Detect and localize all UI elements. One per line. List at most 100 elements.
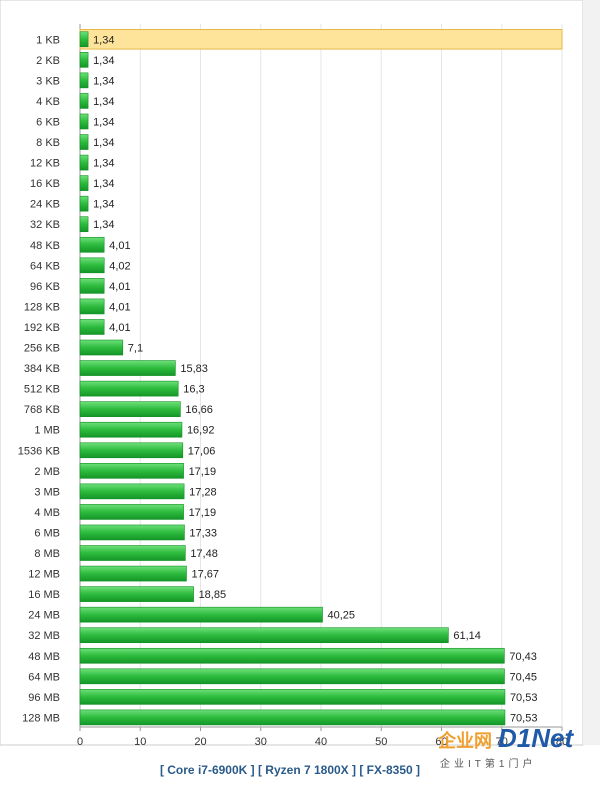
value-labels: 1,34 1,34 1,34 1,34 1,34 1,34 1,34 1,34 1,34 1,34… [93, 34, 537, 724]
category-label: 3 MB [34, 486, 60, 498]
category-label: 4 KB [36, 96, 60, 108]
bar [79, 154, 89, 171]
highlight-band [79, 29, 563, 50]
value-label: 17,19 [189, 466, 217, 478]
category-label: 6 KB [36, 116, 60, 128]
value-label: 70,53 [510, 712, 538, 724]
category-label: 1 MB [34, 425, 60, 437]
bar [79, 216, 89, 233]
x-axis-ticks: 0 10 20 30 40 50 60 70 80 [77, 726, 568, 748]
category-label: 16 MB [28, 589, 60, 601]
bar [79, 421, 183, 438]
value-label: 16,92 [187, 425, 215, 437]
category-label: 24 MB [28, 610, 60, 622]
x-tick-label: 20 [194, 736, 206, 748]
bar [79, 442, 184, 459]
watermark-sub: 企业IT第1门户 [440, 759, 537, 770]
value-label: 17,67 [191, 569, 219, 581]
bar [79, 380, 179, 397]
highlight-row [79, 29, 563, 50]
value-label: 1,34 [93, 219, 114, 231]
bar [79, 52, 89, 68]
category-label: 4 MB [34, 507, 60, 519]
category-label: 128 MB [22, 712, 60, 724]
bar [79, 319, 105, 335]
bar [79, 709, 506, 726]
value-label: 17,28 [189, 486, 217, 498]
bar [79, 463, 184, 479]
category-label: 12 MB [28, 569, 60, 581]
x-tick-label: 0 [77, 736, 83, 748]
category-label: 64 MB [28, 671, 60, 683]
category-label: 8 MB [34, 548, 60, 560]
bar [79, 31, 89, 48]
category-label: 16 KB [30, 178, 60, 190]
value-label: 70,53 [510, 692, 538, 704]
x-tick-label: 30 [255, 736, 267, 748]
value-label: 7,1 [128, 343, 143, 355]
value-label: 1,34 [93, 55, 114, 67]
category-label: 3 KB [36, 75, 60, 87]
legend: [ Core i7-6900K ] [ Ryzen 7 1800X ] [ FX… [160, 763, 420, 777]
value-label: 15,83 [180, 363, 208, 375]
category-label: 64 KB [30, 260, 60, 272]
category-label: 1536 KB [18, 445, 60, 457]
bar [79, 72, 89, 89]
category-label: 12 KB [30, 158, 60, 170]
category-label: 512 KB [24, 384, 60, 396]
value-label: 4,02 [109, 260, 130, 272]
bar [79, 134, 89, 150]
value-label: 1,34 [93, 178, 114, 190]
bar [79, 586, 194, 602]
bar [79, 278, 105, 294]
category-label: 256 KB [24, 343, 60, 355]
x-tick-label: 50 [375, 736, 387, 748]
value-label: 17,33 [189, 527, 217, 539]
category-label: 8 KB [36, 137, 60, 149]
watermark-logo: 企业网 D1Net 企业IT第1门户 [438, 723, 596, 777]
bar [79, 339, 124, 356]
category-label: 96 MB [28, 692, 60, 704]
category-label: 24 KB [30, 199, 60, 211]
bar [79, 545, 186, 561]
bar [79, 257, 105, 274]
category-label: 2 MB [34, 466, 60, 478]
bar [79, 647, 505, 664]
x-tick-label: 70 [496, 736, 508, 748]
bar [79, 360, 176, 376]
bar [79, 93, 89, 109]
x-tick-label: 60 [435, 736, 447, 748]
bar [79, 113, 89, 130]
value-label: 4,01 [109, 240, 130, 252]
category-label: 48 MB [28, 651, 60, 663]
bar [79, 401, 181, 417]
category-label: 128 KB [24, 301, 60, 313]
bar [79, 565, 187, 582]
value-label: 1,34 [93, 137, 114, 149]
value-label: 61,14 [453, 630, 481, 642]
category-label: 32 KB [30, 219, 60, 231]
bar [79, 236, 105, 253]
value-label: 17,48 [190, 548, 218, 560]
watermark-cn: 企业网 [438, 731, 492, 751]
x-tick-label: 10 [134, 736, 146, 748]
category-label: 96 KB [30, 281, 60, 293]
category-label: 768 KB [24, 404, 60, 416]
value-label: 40,25 [328, 610, 356, 622]
bars [79, 31, 506, 726]
bar [79, 668, 505, 685]
value-label: 4,01 [109, 301, 130, 313]
value-label: 16,66 [185, 404, 213, 416]
x-tick-label: 80 [556, 736, 568, 748]
x-tick-label: 40 [315, 736, 327, 748]
value-label: 1,34 [93, 158, 114, 170]
bar [79, 524, 185, 541]
bar [79, 504, 184, 520]
category-label: 1 KB [36, 34, 60, 46]
value-label: 4,01 [109, 281, 130, 293]
value-label: 17,19 [189, 507, 217, 519]
value-label: 1,34 [93, 199, 114, 211]
bar [79, 627, 449, 644]
value-label: 4,01 [109, 322, 130, 334]
